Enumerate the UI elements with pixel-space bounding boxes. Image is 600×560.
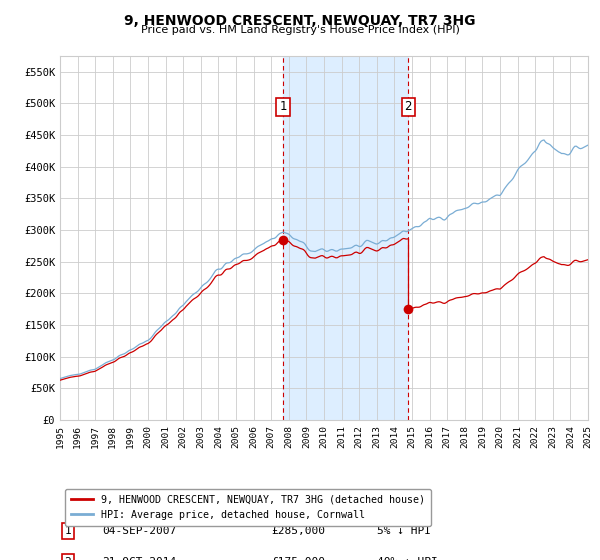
Legend: 9, HENWOOD CRESCENT, NEWQUAY, TR7 3HG (detached house), HPI: Average price, deta: 9, HENWOOD CRESCENT, NEWQUAY, TR7 3HG (d… (65, 489, 431, 526)
Text: 2: 2 (65, 557, 71, 560)
Text: 5% ↓ HPI: 5% ↓ HPI (377, 526, 431, 536)
Text: 1: 1 (279, 100, 287, 114)
Text: 21-OCT-2014: 21-OCT-2014 (102, 557, 176, 560)
Bar (283, 56, 409, 420)
Text: £175,000: £175,000 (271, 557, 325, 560)
Text: 40% ↓ HPI: 40% ↓ HPI (377, 557, 437, 560)
Text: 1: 1 (65, 526, 71, 536)
Text: £285,000: £285,000 (271, 526, 325, 536)
Text: Price paid vs. HM Land Registry's House Price Index (HPI): Price paid vs. HM Land Registry's House … (140, 25, 460, 35)
Text: 2: 2 (404, 100, 412, 114)
Text: 9, HENWOOD CRESCENT, NEWQUAY, TR7 3HG: 9, HENWOOD CRESCENT, NEWQUAY, TR7 3HG (124, 14, 476, 28)
Text: 04-SEP-2007: 04-SEP-2007 (102, 526, 176, 536)
